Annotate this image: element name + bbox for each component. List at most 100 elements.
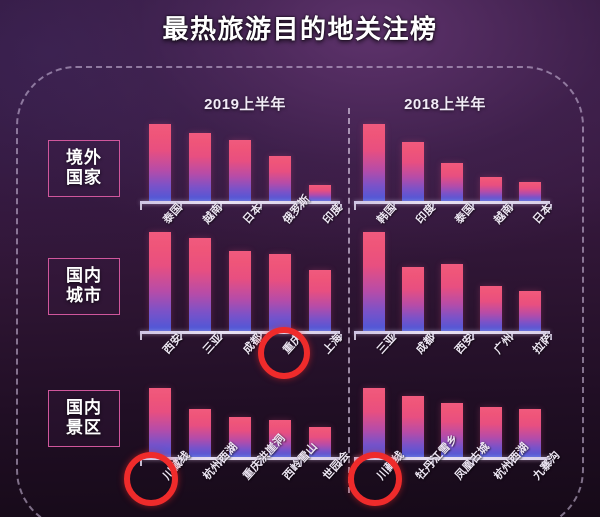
axis-tick <box>180 334 182 340</box>
bar-slot <box>180 124 220 201</box>
chart-row-domestic-cities: 西安 三亚 成都 重庆 上海 三亚 成都 西安 广州 拉萨 <box>140 232 560 356</box>
axis-tick <box>550 204 552 210</box>
bar-slot <box>220 388 260 457</box>
axis-tick <box>140 204 142 210</box>
axis-baseline <box>354 201 550 204</box>
x-axis-labels: 川藏线 杭州西湖 重庆洪崖洞 西岭雪山 世园会 <box>140 432 353 517</box>
bar <box>362 124 385 201</box>
axis-tick <box>432 204 435 210</box>
category-label-overseas-countries: 境外 国家 <box>48 140 120 198</box>
chart-panel: 川藏线 杭州西湖 重庆洪崖洞 西岭雪山 世园会 <box>140 388 353 482</box>
bar-slot <box>354 388 393 457</box>
bar <box>149 388 171 457</box>
bar-group <box>140 232 340 331</box>
bar <box>401 141 424 201</box>
x-label-slot: 西岭雪山 <box>260 441 320 517</box>
axis-tick <box>510 334 513 340</box>
bar <box>269 253 291 331</box>
axis-tick <box>354 204 356 210</box>
bar <box>229 140 251 201</box>
axis-tick <box>432 460 435 466</box>
bar <box>441 403 463 457</box>
bar-slot <box>140 232 180 331</box>
x-label-slot: 牡丹江雪乡 <box>393 432 461 517</box>
category-label-line2: 景区 <box>66 418 102 438</box>
chart-row-domestic-scenic: 川藏线 杭州西湖 重庆洪崖洞 西岭雪山 世园会 川藏线 牡丹江雪乡 凤凰古城 杭州西湖 九寨沟 <box>140 388 563 482</box>
x-label-slot: 西安 <box>140 332 185 394</box>
bar <box>362 388 385 457</box>
bar-slot <box>432 388 471 457</box>
bar-slot <box>472 388 511 457</box>
bar <box>229 250 251 331</box>
bar-slot <box>140 388 180 457</box>
axis-baseline <box>354 457 550 460</box>
bar <box>480 286 503 331</box>
bar <box>401 395 424 457</box>
x-label-slot: 成都 <box>393 332 438 394</box>
bar-group <box>140 388 340 457</box>
x-label-slot: 重庆 <box>260 332 305 394</box>
period-header-2018: 2018上半年 <box>404 96 486 113</box>
bar <box>269 155 291 201</box>
axis-tick <box>471 334 474 340</box>
page-title: 最热旅游目的地关注榜 <box>162 14 438 44</box>
bar <box>229 416 251 457</box>
bar-slot <box>260 232 300 331</box>
x-label-slot: 拉萨 <box>511 332 555 394</box>
bar-slot <box>260 124 300 201</box>
axis-tick <box>510 204 513 210</box>
bar <box>189 408 211 457</box>
x-axis-labels: 三亚 成都 西安 广州 拉萨 <box>354 332 556 394</box>
axis-tick <box>550 334 552 340</box>
axis-baseline <box>354 331 550 334</box>
axis-tick <box>220 334 222 340</box>
bar <box>401 266 424 331</box>
bar-group <box>354 232 550 331</box>
x-label-slot: 九寨沟 <box>511 449 563 517</box>
period-header-2019: 2019上半年 <box>204 96 286 113</box>
x-axis-tick-label: 拉萨 <box>531 331 556 357</box>
axis-baseline <box>140 457 340 460</box>
x-label-slot: 凤凰古城 <box>432 441 492 517</box>
x-axis-labels: 西安 三亚 成都 重庆 上海 <box>140 332 345 394</box>
bar-slot <box>300 232 340 331</box>
bar-slot <box>354 124 393 201</box>
bar-slot <box>220 232 260 331</box>
x-axis-tick-label: 日本 <box>531 201 556 227</box>
axis-tick <box>510 460 513 466</box>
axis-tick <box>180 460 182 466</box>
bar-slot <box>354 232 393 331</box>
x-label-slot: 川藏线 <box>140 449 193 517</box>
axis-tick <box>340 460 342 466</box>
x-label-slot: 广州 <box>472 332 516 394</box>
bar <box>309 184 331 201</box>
axis-tick <box>180 204 182 210</box>
bar <box>519 181 542 201</box>
bar-slot <box>260 388 300 457</box>
bar-slot <box>180 232 220 331</box>
bar-slot <box>393 232 432 331</box>
category-label-domestic-scenic: 国内 景区 <box>48 390 120 448</box>
bar <box>519 290 542 331</box>
x-label-slot: 上海 <box>300 332 345 394</box>
x-label-slot: 杭州西湖 <box>180 441 240 517</box>
axis-tick <box>140 334 142 340</box>
axis-tick <box>354 334 356 340</box>
axis-tick <box>260 204 262 210</box>
axis-tick <box>300 334 302 340</box>
axis-tick <box>432 334 435 340</box>
bar-slot <box>300 124 340 201</box>
bar <box>441 162 463 201</box>
axis-tick <box>340 204 342 210</box>
bar-slot <box>472 124 511 201</box>
bar <box>441 263 463 331</box>
axis-tick <box>393 460 396 466</box>
bar-slot <box>432 232 471 331</box>
axis-tick <box>471 460 474 466</box>
bar-slot <box>140 124 180 201</box>
axis-tick <box>393 334 396 340</box>
axis-tick <box>393 204 396 210</box>
axis-tick <box>260 460 262 466</box>
category-label-line2: 城市 <box>66 286 102 306</box>
